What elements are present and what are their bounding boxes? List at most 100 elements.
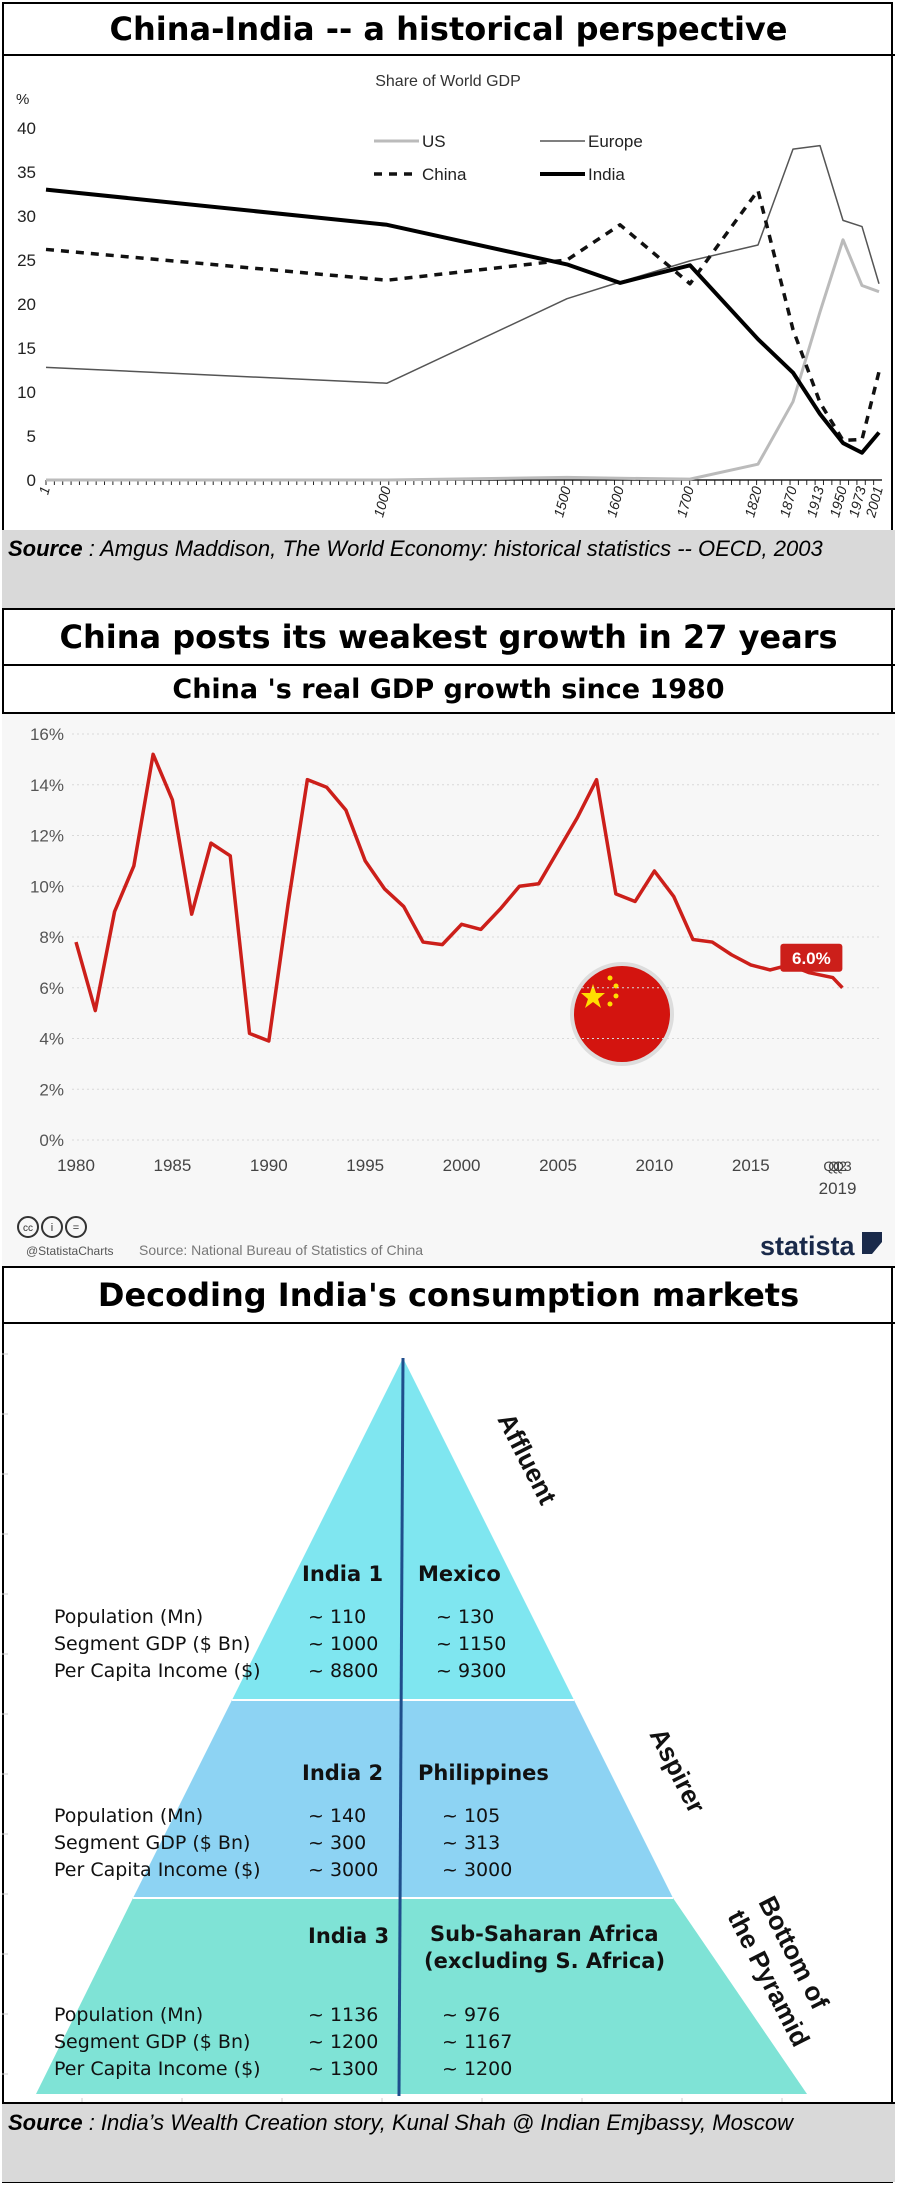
tier1-metric-2: Segment GDP ($ Bn) — [54, 1633, 251, 1655]
divider — [2, 54, 895, 56]
tier3-right-heading: Sub-Saharan Africa — [430, 1922, 659, 1946]
legend-label: China — [422, 165, 467, 184]
tier3-metric-3: Per Capita Income ($) — [54, 2058, 261, 2080]
tier3-india-1: ~ 1136 — [308, 2004, 379, 2026]
tier3-right-heading-2: (excluding S. Africa) — [424, 1949, 666, 1973]
y-tick-label: 0% — [39, 1131, 64, 1150]
y-tick-label: 10% — [30, 877, 64, 896]
x-tick-label: 1820 — [741, 484, 765, 518]
x-tick-label: 1950 — [826, 484, 850, 518]
x-tick-label: 2005 — [539, 1156, 577, 1175]
source-text: : Amgus Maddison, The World Economy: his… — [82, 536, 823, 561]
tier2-peer-1: ~ 105 — [442, 1805, 501, 1827]
china-flag-icon — [570, 962, 674, 1066]
tier1-india-3: ~ 8800 — [308, 1660, 379, 1682]
series-line-china — [45, 188, 881, 443]
pyramid-shape: Affluent Aspirer Bottom of the Pyramid — [2, 1353, 835, 2104]
growth-chart-subtitle: China 's real GDP growth since 1980 — [172, 674, 725, 705]
x-tick-year-label: 2019 — [819, 1179, 857, 1198]
tier3-peer-2: ~ 1167 — [442, 2031, 513, 2053]
tier1-left-heading: India 1 — [302, 1562, 384, 1586]
y-tick-label: 15 — [17, 339, 36, 358]
x-tick-label: 2015 — [732, 1156, 770, 1175]
y-tick-label: 20 — [17, 295, 36, 314]
tier1-metric-3: Per Capita Income ($) — [54, 1660, 261, 1682]
y-tick-label: 12% — [30, 827, 64, 846]
y-tick-label: 6% — [39, 979, 64, 998]
tier2-metric-2: Segment GDP ($ Bn) — [54, 1832, 251, 1854]
tier2-india-3: ~ 3000 — [308, 1859, 379, 1881]
pyramid-divider — [397, 1357, 405, 2097]
tier3-india-2: ~ 1200 — [308, 2031, 379, 2053]
tier3-india-3: ~ 1300 — [308, 2058, 379, 2080]
source-text: : India’s Wealth Creation story, Kunal S… — [82, 2110, 793, 2135]
x-tick-label: 2000 — [443, 1156, 481, 1175]
tier1-peer-1: ~ 130 — [436, 1606, 495, 1628]
legend-label: Europe — [588, 132, 643, 151]
pyramid-tier-aspirer — [133, 1700, 673, 1898]
divider — [2, 712, 895, 714]
tier1-india-2: ~ 1000 — [308, 1633, 379, 1655]
divider — [2, 2102, 895, 2104]
tier1-india-1: ~ 110 — [308, 1606, 367, 1628]
y-tick-label: 10 — [17, 383, 36, 402]
x-tick-label: 1500 — [550, 484, 574, 518]
tier3-metric-1: Population (Mn) — [54, 2004, 204, 2026]
tier2-left-heading: India 2 — [302, 1761, 384, 1785]
series-line-india — [45, 187, 881, 455]
y-tick-label: 8% — [39, 928, 64, 947]
x-tick-label: 1913 — [803, 484, 827, 518]
pyramid-tier-bottom — [36, 1898, 807, 2094]
value-badge — [780, 943, 843, 972]
cc-icons: cc i = — [17, 1216, 87, 1238]
y-tick-label: 4% — [39, 1030, 64, 1049]
world-gdp-chart: Share of World GDP% 0 5 10 15 20 25 30 35 40 1 1000… — [16, 73, 886, 520]
x-tick-label: 1973 — [845, 484, 869, 518]
tier2-peer-2: ~ 313 — [442, 1832, 501, 1854]
tier-label-aspirer: Aspirer — [644, 1723, 712, 1818]
divider — [2, 664, 895, 666]
x-tick-label: 1980 — [57, 1156, 95, 1175]
y-tick-label: 40 — [17, 119, 36, 138]
statista-source: Source: National Bureau of Statistics of… — [139, 1242, 423, 1258]
section3-title: Decoding India's consumption markets — [97, 1276, 800, 1314]
section2-title: China posts its weakest growth in 27 yea… — [59, 618, 838, 656]
tier3-peer-1: ~ 976 — [442, 2004, 501, 2026]
tier2-peer-3: ~ 3000 — [442, 1859, 513, 1881]
tier3-left-heading: India 3 — [308, 1924, 390, 1948]
tier1-peer-3: ~ 9300 — [436, 1660, 507, 1682]
y-tick-label: 35 — [17, 163, 36, 182]
chart-title: Share of World GDP — [375, 73, 521, 90]
value-badge-label: 6.0% — [792, 949, 831, 968]
source-label: Source — [8, 536, 83, 561]
x-tick-label: 2010 — [635, 1156, 673, 1175]
tier3-peer-3: ~ 1200 — [442, 2058, 513, 2080]
svg-text:cc: cc — [23, 1223, 33, 1234]
y-axis-label: % — [16, 91, 29, 108]
source-note-1: Source : Amgus Maddison, The World Econo… — [2, 530, 895, 608]
tier2-metric-3: Per Capita Income ($) — [54, 1859, 261, 1881]
y-tick-label: 14% — [30, 776, 64, 795]
tier1-peer-2: ~ 1150 — [436, 1633, 507, 1655]
legend-label: US — [422, 132, 446, 151]
series-line-europe — [45, 144, 880, 384]
x-tick-label: 1870 — [776, 484, 800, 518]
china-growth-chart: cc i = @StatistaCharts Source: National … — [2, 714, 895, 1266]
y-tick-label: 2% — [39, 1080, 64, 1099]
section1-title: China-India -- a historical perspective — [109, 10, 788, 48]
series-line-gdp-growth — [74, 752, 844, 1043]
x-tick-label: 1995 — [346, 1156, 384, 1175]
x-tick-label: Q3 — [833, 1158, 852, 1174]
divider — [2, 608, 895, 610]
x-tick-label: 1990 — [250, 1156, 288, 1175]
y-tick-label: 30 — [17, 207, 36, 226]
legend-label: India — [588, 165, 625, 184]
x-tick-label: 1985 — [153, 1156, 191, 1175]
tier2-metric-1: Population (Mn) — [54, 1805, 204, 1827]
statista-logo-icon — [862, 1232, 882, 1254]
tier1-right-heading: Mexico — [418, 1562, 501, 1586]
divider — [2, 1266, 895, 1268]
tier2-right-heading: Philippines — [418, 1761, 549, 1785]
tier3-metric-2: Segment GDP ($ Bn) — [54, 2031, 251, 2053]
x-tick-label: 1 — [35, 485, 52, 497]
